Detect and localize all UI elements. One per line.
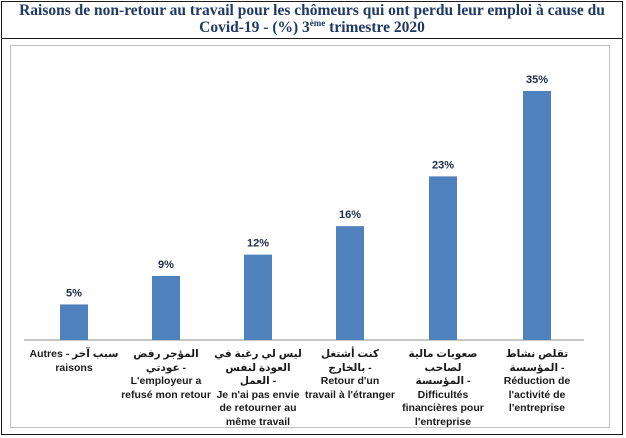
category-label-line: تقلص نشاط المؤسسة - bbox=[505, 348, 569, 374]
title-divider bbox=[1, 38, 623, 39]
data-label: 5% bbox=[66, 287, 82, 299]
data-label: 16% bbox=[339, 209, 361, 221]
data-label: 12% bbox=[247, 238, 269, 250]
chart-title-line2: Covid-19 - (%) 3ème trimestre 2020 bbox=[0, 17, 624, 36]
category-label: المؤجر رفض عودتي - L'employeur a refusé mo… bbox=[120, 348, 212, 402]
category-label-line: financières pour bbox=[402, 402, 484, 414]
category-label-line: de retourner au bbox=[219, 402, 297, 414]
category-label-line: Difficultés bbox=[417, 388, 469, 401]
category-label-line: l'entreprise bbox=[414, 415, 472, 428]
category-label: كنت أشتغل بالخارج - Retour d'un travail à … bbox=[304, 348, 396, 402]
category-label-line: Réduction de bbox=[503, 375, 571, 387]
category-label-line: صعوبات مالية لصاحب bbox=[408, 348, 478, 374]
data-label: 35% bbox=[526, 74, 548, 86]
category-label-line: Retour d'un bbox=[320, 375, 380, 387]
category-label-line: Je n'ai pas envie bbox=[216, 388, 300, 401]
category-label-line: المؤجر رفض عودتي - bbox=[133, 348, 199, 374]
category-label-line: المؤسسة - bbox=[415, 375, 471, 387]
bar bbox=[152, 275, 180, 340]
category-label-line: raisons bbox=[55, 361, 93, 374]
category-label-line: travail à l'étranger bbox=[304, 388, 396, 401]
category-label-line: même travail bbox=[225, 415, 291, 428]
bar bbox=[429, 176, 457, 340]
bar bbox=[523, 91, 551, 340]
category-label-line: العودة لنفس العمل - bbox=[225, 361, 291, 388]
data-label: 9% bbox=[158, 259, 174, 271]
chart-title: Raisons de non-retour au travail pour le… bbox=[0, 2, 624, 36]
category-label-line: Autres - سبب آخر bbox=[29, 348, 119, 360]
bar bbox=[244, 254, 272, 340]
category-label: صعوبات مالية لصاحب المؤسسة - Difficultés fi… bbox=[397, 348, 489, 429]
data-label: 23% bbox=[432, 159, 454, 171]
category-label-line: ليس لي رغبة في bbox=[214, 348, 302, 360]
category-label: تقلص نشاط المؤسسة - Réduction de l'activit… bbox=[491, 348, 583, 416]
category-label-line: refusé mon retour bbox=[121, 388, 211, 401]
plot-area-frame bbox=[10, 45, 610, 428]
category-label-line: l'entreprise bbox=[508, 402, 566, 414]
category-label: ليس لي رغبة في العودة لنفس العمل - Je n'ai… bbox=[212, 348, 304, 429]
category-label: Autres - سبب آخر raisons bbox=[28, 348, 120, 375]
category-label-line: l'activité de bbox=[508, 388, 566, 401]
category-label-line: كنت أشتغل بالخارج - bbox=[321, 348, 379, 374]
bar bbox=[336, 226, 364, 340]
bar bbox=[60, 304, 88, 340]
chart-title-line2-end: trimestre 2020 bbox=[325, 19, 425, 36]
category-label-line: L'employeur a bbox=[130, 375, 202, 387]
chart-title-line2-sup: ème bbox=[309, 17, 326, 28]
chart-title-line1: Raisons de non-retour au travail pour le… bbox=[19, 2, 605, 19]
chart-title-line2-main: Covid-19 - (%) 3 bbox=[199, 19, 310, 36]
